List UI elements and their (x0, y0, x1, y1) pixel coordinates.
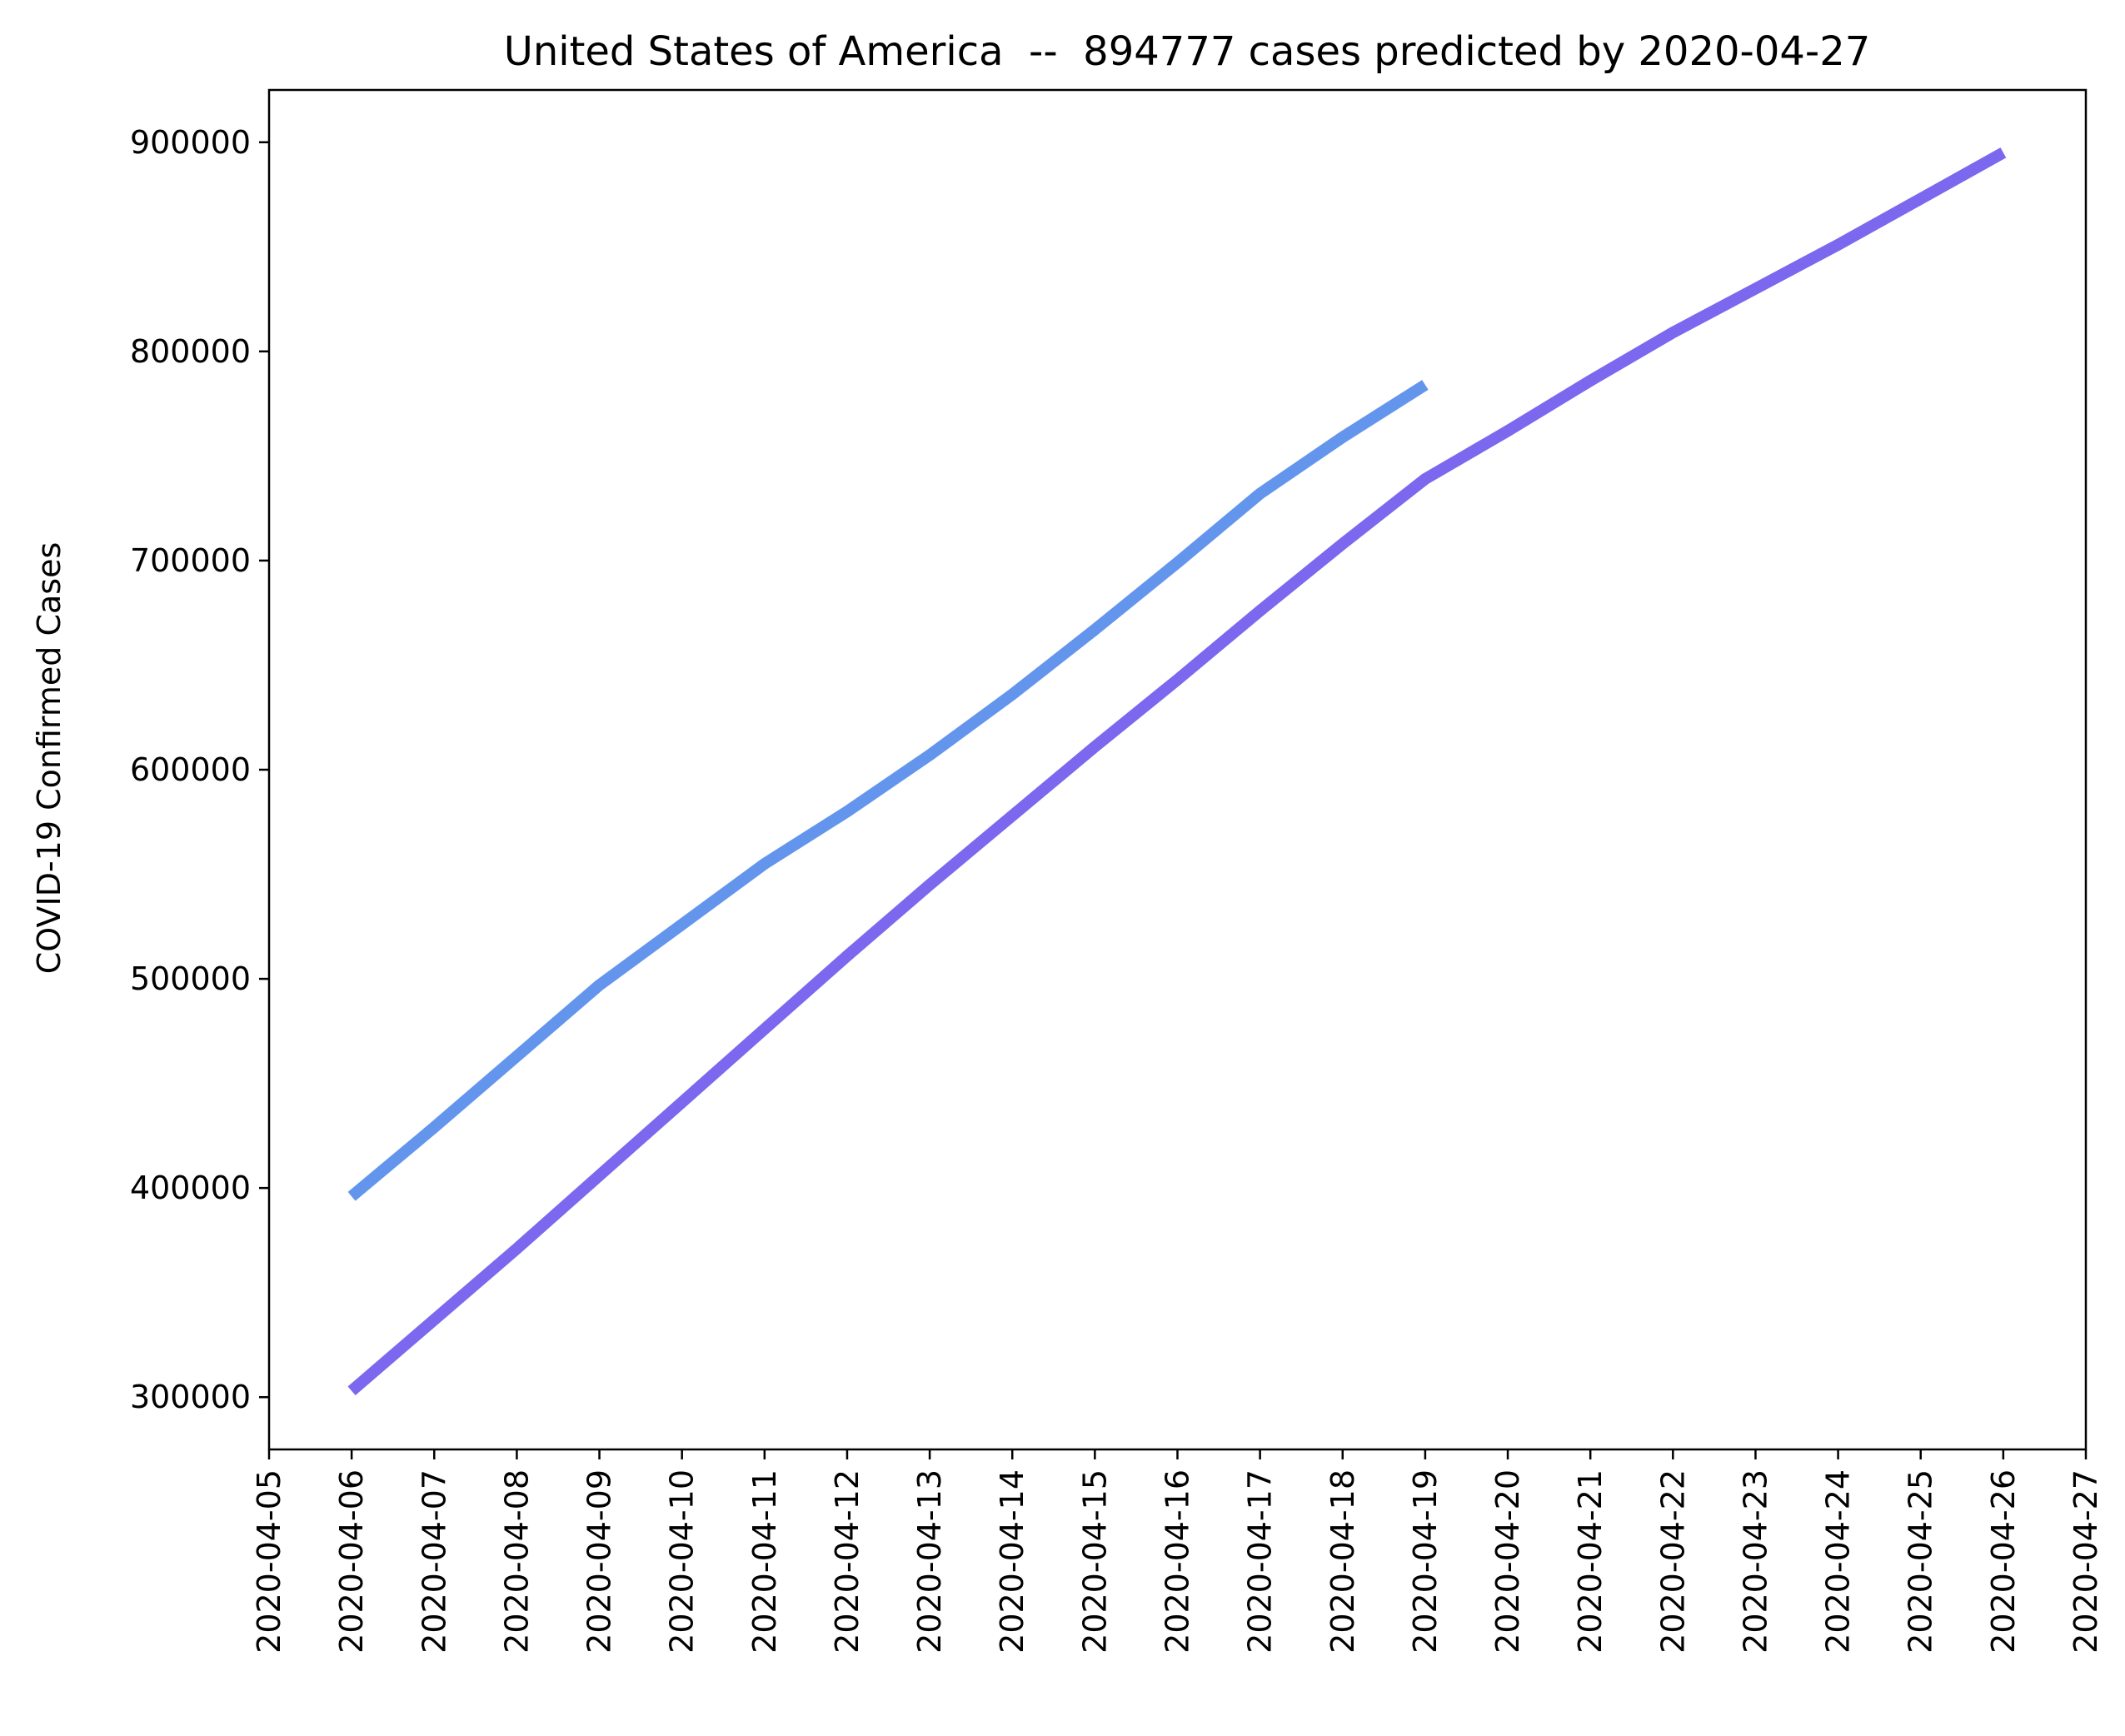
x-tick-label: 2020-04-14 (994, 1469, 1030, 1654)
y-axis: 300000 400000 500000 600000 700000 800000 9000… (130, 124, 269, 1415)
x-axis: 2020-04-05 2020-04-06 2020-04-07 2020-04-08… (251, 1449, 2104, 1654)
x-tick-label: 2020-04-24 (1820, 1469, 1857, 1654)
x-tick-label: 2020-04-10 (664, 1469, 701, 1654)
x-tick-label: 2020-04-13 (911, 1469, 948, 1654)
x-tick-label: 2020-04-08 (498, 1469, 535, 1654)
x-tick-label: 2020-04-22 (1654, 1469, 1691, 1654)
x-tick-label: 2020-04-05 (251, 1469, 287, 1654)
x-tick-label: 2020-04-06 (333, 1469, 370, 1654)
x-tick-label: 2020-04-09 (581, 1469, 618, 1654)
x-tick-label: 2020-04-16 (1160, 1469, 1196, 1654)
y-tick-label: 800000 (130, 333, 251, 370)
y-axis-label: COVID-19 Confirmed Cases (31, 542, 67, 975)
x-tick-label: 2020-04-12 (829, 1469, 865, 1654)
x-tick-label: 2020-04-07 (416, 1469, 452, 1654)
x-tick-label: 2020-04-25 (1903, 1469, 1939, 1654)
y-tick-label: 500000 (130, 960, 251, 997)
x-tick-label: 2020-04-27 (2068, 1469, 2104, 1654)
chart-title: United States of America -- 894777 cases… (504, 28, 1871, 75)
x-tick-label: 2020-04-23 (1738, 1469, 1774, 1654)
x-tick-label: 2020-04-19 (1407, 1469, 1444, 1654)
x-tick-label: 2020-04-26 (1985, 1469, 2022, 1654)
x-tick-label: 2020-04-21 (1572, 1469, 1609, 1654)
x-tick-label: 2020-04-17 (1242, 1469, 1279, 1654)
x-tick-label: 2020-04-15 (1076, 1469, 1113, 1654)
x-tick-label: 2020-04-18 (1324, 1469, 1361, 1654)
series-line-1 (347, 380, 1429, 1201)
y-tick-label: 300000 (130, 1379, 251, 1415)
series-layer (347, 147, 2007, 1396)
x-tick-label: 2020-04-11 (746, 1469, 783, 1654)
y-tick-label: 400000 (130, 1170, 251, 1206)
y-tick-label: 900000 (130, 124, 251, 161)
series-line-2 (347, 147, 2007, 1396)
x-tick-label: 2020-04-20 (1489, 1469, 1526, 1654)
y-tick-label: 700000 (130, 542, 251, 579)
y-tick-label: 600000 (130, 751, 251, 788)
